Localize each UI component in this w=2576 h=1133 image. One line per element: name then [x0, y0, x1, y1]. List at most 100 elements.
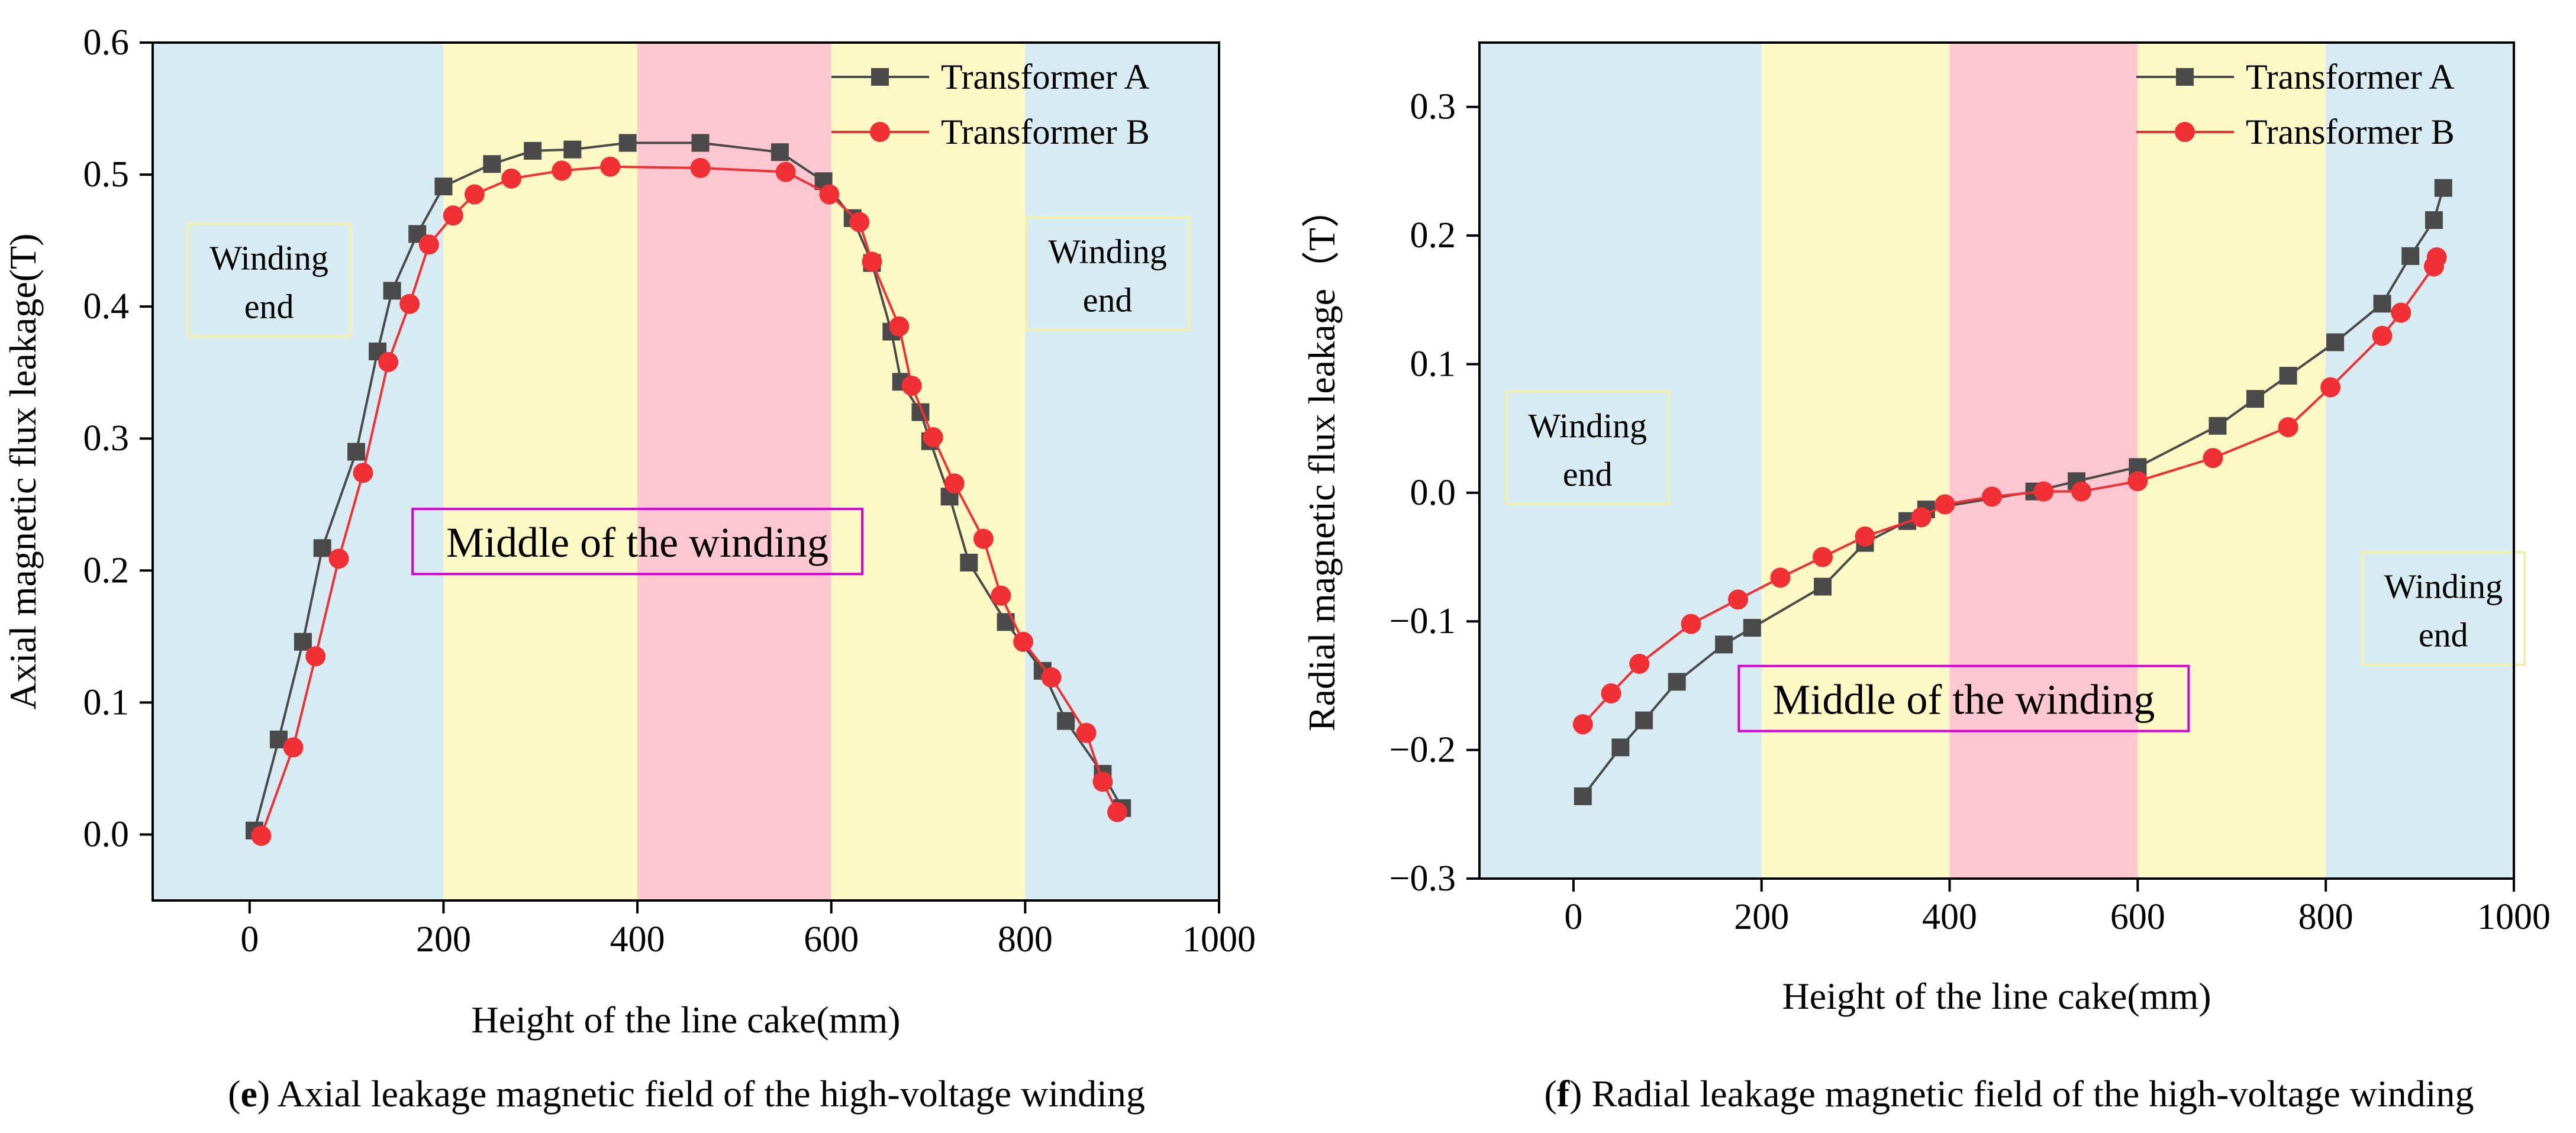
data-point [923, 427, 943, 447]
winding-end-text: Winding [2384, 567, 2503, 605]
data-point [901, 376, 922, 396]
data-point [2071, 481, 2092, 502]
data-point [862, 251, 882, 272]
data-point [2434, 179, 2452, 197]
data-point [1107, 802, 1127, 822]
data-point [1092, 772, 1113, 792]
x-tick-label: 0 [240, 919, 259, 960]
data-point [819, 184, 840, 205]
data-point [960, 553, 978, 572]
data-point [563, 140, 582, 159]
data-point [1770, 567, 1791, 588]
data-point [418, 234, 439, 255]
legend-label: Transformer A [2246, 57, 2455, 96]
legend-marker [870, 122, 890, 142]
data-point [1629, 653, 1650, 674]
series-transformer-b [1572, 247, 2447, 735]
y-tick-label: 0.3 [1410, 87, 1456, 127]
winding-end-text: end [244, 288, 294, 326]
data-point [849, 212, 870, 233]
data-point [1715, 635, 1733, 654]
y-tick-label: 0.1 [83, 682, 130, 722]
data-point [690, 157, 711, 178]
legend: Transformer A Transformer B [831, 57, 1150, 151]
data-point [294, 632, 312, 651]
x-axis-label: Height of the line cake(mm) [1782, 975, 2211, 1017]
data-point [2425, 211, 2443, 229]
data-point [1911, 507, 1932, 528]
data-point [2326, 333, 2345, 351]
y-tick-label: −0.2 [1389, 730, 1456, 770]
y-tick-label: 0.6 [83, 22, 130, 63]
data-point [552, 160, 572, 181]
data-point [2391, 302, 2411, 323]
winding-end-label: Winding end [186, 222, 352, 338]
y-tick-label: 0.0 [83, 814, 130, 854]
panel-f-radial-chart: Winding end Winding end Middle of the windin… [1301, 41, 2551, 1017]
data-point [775, 162, 796, 182]
data-point [2203, 448, 2223, 469]
legend-label: Transformer B [2246, 112, 2455, 151]
band-4 [2326, 43, 2514, 879]
data-point [483, 155, 501, 173]
data-point [443, 205, 463, 226]
winding-end-box [1025, 216, 1191, 331]
data-point [1814, 577, 1832, 596]
legend: Transformer A Transformer B [2136, 57, 2455, 151]
band-3 [2137, 43, 2326, 879]
data-point [501, 168, 522, 189]
data-point [305, 646, 326, 667]
data-point [2372, 325, 2393, 346]
data-point [353, 463, 373, 483]
data-point [2033, 481, 2054, 502]
data-point [2320, 377, 2341, 398]
band-3 [831, 43, 1026, 900]
series-transformer-b [251, 156, 1127, 846]
data-point [1076, 722, 1097, 743]
data-point [1813, 547, 1833, 567]
data-point [889, 316, 910, 337]
x-tick-label: 600 [2110, 897, 2165, 937]
data-point [1041, 667, 1062, 687]
y-tick-label: 0.3 [83, 418, 130, 459]
x-tick-label: 800 [998, 919, 1053, 960]
legend-marker [2175, 122, 2195, 142]
data-point [2278, 417, 2298, 437]
x-axis-label: Height of the line cake(mm) [471, 999, 900, 1041]
legend-label: Transformer A [941, 57, 1150, 96]
data-point [1635, 711, 1653, 729]
data-point [770, 143, 789, 162]
data-point [434, 177, 453, 196]
y-tick-label: 0.5 [83, 154, 130, 195]
data-point [1855, 526, 1875, 547]
data-point [1668, 673, 1686, 691]
x-tick-label: 600 [804, 919, 859, 960]
data-point [251, 825, 272, 846]
winding-end-text: Winding [1528, 406, 1647, 445]
data-point [2246, 390, 2264, 408]
data-point [1601, 683, 1621, 703]
y-tick-label: 0.1 [1410, 344, 1456, 384]
y-axis-label: Radial magnetic flux leakage（T） [1301, 190, 1343, 731]
data-point [973, 528, 994, 549]
data-point [1728, 589, 1748, 610]
winding-end-label: Winding end [1505, 390, 1671, 505]
data-point [328, 548, 349, 569]
y-tick-label: 0.4 [83, 286, 130, 327]
data-point [618, 134, 637, 152]
data-point [691, 134, 710, 152]
data-point [1743, 619, 1761, 637]
winding-end-box [1505, 390, 1671, 505]
data-point [2209, 417, 2227, 435]
data-point [378, 351, 399, 372]
data-point [399, 293, 420, 314]
data-point [1574, 787, 1592, 805]
data-point [1572, 714, 1593, 735]
middle-label-text: Middle of the winding [446, 519, 828, 566]
data-point [2426, 247, 2447, 268]
data-point [313, 539, 331, 557]
winding-end-label: Winding end [1025, 216, 1191, 331]
data-point [524, 141, 542, 160]
legend-marker [871, 68, 889, 86]
